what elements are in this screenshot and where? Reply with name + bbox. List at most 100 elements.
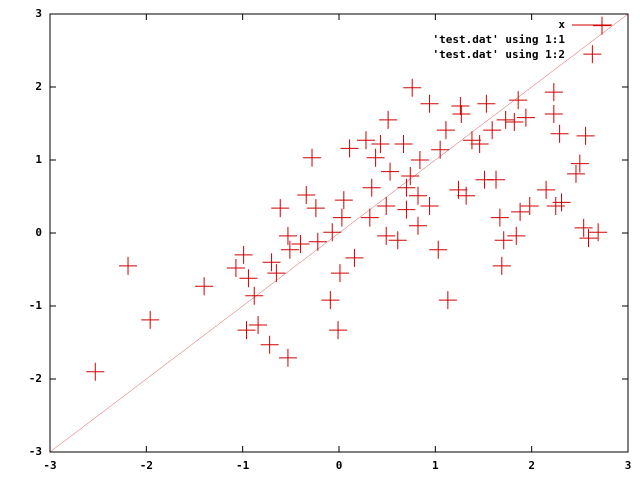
point bbox=[570, 154, 589, 173]
point bbox=[195, 277, 214, 296]
y-tick-label: -2 bbox=[29, 372, 42, 385]
point bbox=[278, 226, 297, 245]
point bbox=[403, 78, 422, 97]
point bbox=[291, 234, 310, 253]
point bbox=[544, 83, 563, 102]
point bbox=[438, 291, 457, 310]
x-tick-label: -2 bbox=[140, 459, 153, 472]
point bbox=[550, 124, 569, 143]
plot-frame bbox=[49, 13, 629, 453]
y-tick-label: 0 bbox=[35, 226, 42, 239]
point bbox=[340, 139, 359, 158]
point bbox=[492, 256, 511, 275]
point bbox=[477, 94, 496, 113]
point bbox=[589, 223, 608, 242]
point bbox=[360, 208, 379, 227]
point bbox=[262, 253, 281, 272]
point bbox=[509, 91, 528, 110]
point bbox=[345, 248, 364, 267]
point bbox=[507, 226, 526, 245]
y-tick-label: -1 bbox=[29, 299, 43, 312]
legend-label: 'test.dat' using 1:1 bbox=[433, 33, 566, 46]
point bbox=[394, 134, 413, 153]
point bbox=[362, 178, 381, 197]
point bbox=[377, 226, 396, 245]
point bbox=[308, 232, 327, 251]
point bbox=[321, 291, 340, 310]
point bbox=[487, 170, 506, 189]
point bbox=[574, 218, 593, 237]
point bbox=[330, 264, 349, 283]
point bbox=[520, 196, 539, 215]
point bbox=[334, 191, 353, 210]
point bbox=[516, 108, 535, 127]
point bbox=[431, 140, 450, 159]
point bbox=[371, 134, 390, 153]
point bbox=[583, 45, 602, 64]
legend-label: x bbox=[558, 18, 565, 31]
point bbox=[429, 240, 448, 259]
x-tick-label: 1 bbox=[432, 459, 439, 472]
point bbox=[226, 259, 245, 278]
point bbox=[323, 223, 342, 242]
point bbox=[511, 202, 530, 221]
point bbox=[436, 121, 455, 140]
point bbox=[260, 335, 279, 354]
point bbox=[576, 126, 595, 145]
point bbox=[280, 240, 299, 259]
x-tick-label: 0 bbox=[336, 459, 343, 472]
point bbox=[408, 186, 427, 205]
point bbox=[388, 231, 407, 250]
point bbox=[566, 164, 585, 183]
point bbox=[457, 186, 476, 205]
point bbox=[329, 321, 348, 340]
point bbox=[119, 256, 138, 275]
point bbox=[381, 162, 400, 181]
point bbox=[234, 245, 253, 264]
point bbox=[451, 96, 470, 115]
point bbox=[306, 199, 325, 218]
point bbox=[397, 200, 416, 219]
point bbox=[356, 131, 375, 150]
point bbox=[237, 321, 256, 340]
point bbox=[249, 315, 268, 334]
legend-label: 'test.dat' using 1:2 bbox=[433, 48, 565, 61]
point bbox=[408, 216, 427, 235]
point bbox=[366, 148, 385, 167]
point bbox=[332, 208, 351, 227]
x-tick-label: 2 bbox=[528, 459, 535, 472]
point bbox=[303, 148, 322, 167]
point bbox=[278, 348, 297, 367]
point bbox=[86, 362, 105, 381]
point bbox=[401, 167, 420, 186]
point bbox=[452, 105, 471, 124]
series-line bbox=[49, 13, 629, 453]
point bbox=[490, 208, 509, 227]
y-tick-label: -3 bbox=[29, 445, 42, 458]
point bbox=[239, 269, 258, 288]
point bbox=[377, 196, 396, 215]
point bbox=[483, 121, 502, 140]
point bbox=[420, 94, 439, 113]
point bbox=[267, 264, 286, 283]
y-tick-label: 3 bbox=[35, 7, 42, 20]
point bbox=[496, 110, 515, 129]
point bbox=[494, 231, 513, 250]
point bbox=[141, 310, 160, 329]
point bbox=[397, 178, 416, 197]
point bbox=[552, 193, 571, 212]
point bbox=[462, 131, 481, 150]
point bbox=[537, 180, 556, 199]
point bbox=[579, 229, 598, 248]
point bbox=[410, 151, 429, 169]
point bbox=[379, 110, 398, 129]
x-tick-label: 3 bbox=[625, 459, 632, 472]
point bbox=[544, 105, 563, 124]
point bbox=[505, 113, 524, 132]
point bbox=[470, 134, 489, 153]
point bbox=[420, 196, 439, 215]
point bbox=[297, 186, 316, 205]
x-tick-label: -3 bbox=[43, 459, 56, 472]
